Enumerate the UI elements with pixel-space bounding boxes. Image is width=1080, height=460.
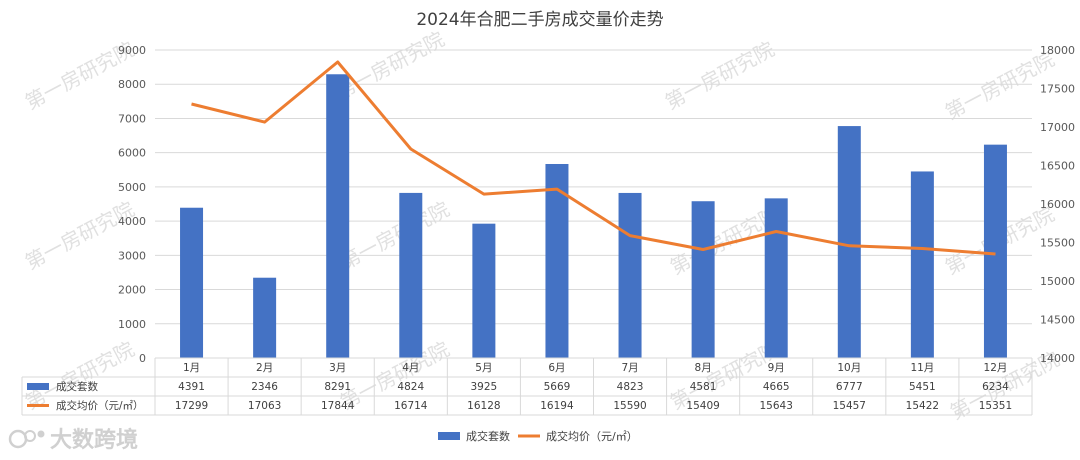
- table-key-bar: [27, 383, 49, 390]
- bar-value-cell: 4581: [690, 381, 717, 393]
- bar: [764, 198, 788, 358]
- bar: [545, 163, 569, 358]
- right-tick-label: 16500: [1040, 160, 1075, 173]
- left-tick-label: 8000: [118, 78, 146, 91]
- left-tick-label: 5000: [118, 181, 146, 194]
- bar-value-cell: 5451: [909, 381, 936, 393]
- category-label: 6月: [548, 362, 565, 374]
- left-tick-label: 0: [139, 352, 146, 365]
- chart-title: 2024年合肥二手房成交量价走势: [416, 10, 663, 30]
- right-tick-label: 14500: [1040, 314, 1075, 327]
- price-value-cell: 15643: [760, 400, 793, 412]
- table-series-name: 成交均价（元/㎡）: [56, 399, 144, 412]
- price-value-cell: 15422: [906, 400, 939, 412]
- table-series-name: 成交套数: [56, 380, 98, 393]
- price-value-cell: 15457: [833, 400, 866, 412]
- price-value-cell: 15409: [686, 400, 719, 412]
- category-label: 11月: [910, 362, 934, 374]
- left-tick-label: 9000: [118, 44, 146, 57]
- right-tick-label: 17500: [1040, 83, 1075, 96]
- category-label: 3月: [329, 362, 346, 374]
- bar: [253, 277, 277, 358]
- bar-value-cell: 4823: [617, 381, 644, 393]
- right-tick-label: 15000: [1040, 275, 1075, 288]
- bar: [910, 171, 934, 358]
- bar: [399, 192, 423, 358]
- bar: [326, 74, 350, 359]
- legend: 成交套数 成交均价（元/㎡）: [438, 429, 638, 443]
- bar-value-cell: 6777: [836, 381, 863, 393]
- category-label: 4月: [402, 362, 419, 374]
- left-tick-label: 1000: [118, 318, 146, 331]
- bar-value-cell: 4665: [763, 381, 790, 393]
- right-tick-label: 14000: [1040, 352, 1075, 365]
- price-value-cell: 17299: [175, 400, 208, 412]
- left-tick-label: 3000: [118, 249, 146, 262]
- bar: [837, 126, 861, 359]
- category-label: 10月: [837, 362, 861, 374]
- watermark-text: 第一房研究院: [21, 197, 138, 275]
- right-tick-label: 17000: [1040, 121, 1075, 134]
- left-axis: 0 1000 2000 3000 4000 5000 6000 7000 8000 9000: [118, 44, 146, 365]
- bar-series: [180, 74, 1007, 359]
- bar-value-cell: 5669: [544, 381, 571, 393]
- category-label: 2月: [256, 362, 273, 374]
- bar: [472, 223, 496, 358]
- logo: 大数跨境: [8, 427, 138, 453]
- price-value-cell: 17063: [248, 400, 281, 412]
- category-label: 12月: [984, 362, 1008, 374]
- right-tick-label: 16000: [1040, 198, 1075, 211]
- price-value-cell: 15590: [613, 400, 646, 412]
- bar-value-cell: 4391: [178, 381, 205, 393]
- bar-value-cell: 3925: [471, 381, 498, 393]
- right-axis: 14000 14500 15000 15500 16000 16500 17000 17500…: [1040, 44, 1075, 365]
- watermark-text: 第一房研究院: [661, 37, 778, 115]
- left-tick-label: 2000: [118, 284, 146, 297]
- bar-value-cell: 6234: [982, 381, 1009, 393]
- left-tick-label: 6000: [118, 147, 146, 160]
- price-value-cell: 16194: [540, 400, 574, 412]
- bar-value-cell: 2346: [251, 381, 278, 393]
- left-tick-label: 7000: [118, 112, 146, 125]
- left-tick-label: 4000: [118, 215, 146, 228]
- legend-label: 成交套数: [466, 429, 510, 443]
- bar: [691, 201, 715, 358]
- category-label: 1月: [183, 362, 200, 374]
- bar: [180, 207, 204, 358]
- price-value-cell: 15351: [979, 400, 1012, 412]
- bar: [618, 192, 642, 358]
- price-value-cell: 16128: [467, 400, 500, 412]
- bar-value-cell: 4824: [397, 381, 424, 393]
- gridlines: [155, 49, 1032, 359]
- price-line: [191, 60, 996, 256]
- logo-text: 大数跨境: [50, 427, 138, 453]
- watermark-text: 第一房研究院: [336, 197, 453, 275]
- legend-label: 成交均价（元/㎡）: [546, 429, 638, 443]
- category-label: 8月: [695, 362, 712, 374]
- line-series: [191, 60, 996, 256]
- data-table: 1月 4391 17299 2月 2346 17063 3月 8291 17844 4月 4824 1…: [21, 357, 1033, 416]
- legend-key-bar: [438, 432, 460, 440]
- price-value-cell: 17844: [321, 400, 355, 412]
- bar-value-cell: 8291: [324, 381, 351, 393]
- right-tick-label: 18000: [1040, 44, 1075, 57]
- right-tick-label: 15500: [1040, 237, 1075, 250]
- price-value-cell: 16714: [394, 400, 428, 412]
- category-label: 7月: [621, 362, 638, 374]
- category-label: 5月: [475, 362, 492, 374]
- logo-icon: [8, 429, 45, 449]
- bar: [983, 144, 1007, 358]
- category-label: 9月: [768, 362, 785, 374]
